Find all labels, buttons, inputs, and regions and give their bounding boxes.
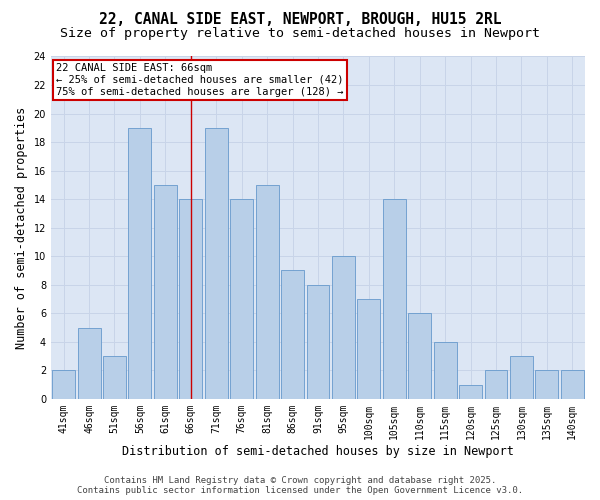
Bar (103, 356, 126, 399)
Bar (154, 185, 177, 399)
Text: Contains HM Land Registry data © Crown copyright and database right 2025.
Contai: Contains HM Land Registry data © Crown c… (77, 476, 523, 495)
Bar (205, 128, 227, 399)
Bar (128, 128, 151, 399)
Bar (179, 199, 202, 399)
Bar (383, 199, 406, 399)
Bar (358, 299, 380, 399)
Bar (535, 370, 558, 399)
Bar (307, 284, 329, 399)
Bar (230, 199, 253, 399)
Bar (510, 356, 533, 399)
Bar (256, 185, 278, 399)
Bar (485, 370, 508, 399)
Bar (77, 328, 101, 399)
Bar (281, 270, 304, 399)
Bar (434, 342, 457, 399)
Bar (52, 370, 75, 399)
Text: 22, CANAL SIDE EAST, NEWPORT, BROUGH, HU15 2RL: 22, CANAL SIDE EAST, NEWPORT, BROUGH, HU… (99, 12, 501, 28)
Bar (459, 384, 482, 399)
Text: Size of property relative to semi-detached houses in Newport: Size of property relative to semi-detach… (60, 28, 540, 40)
Bar (408, 313, 431, 399)
Bar (332, 256, 355, 399)
Bar (561, 370, 584, 399)
Text: 22 CANAL SIDE EAST: 66sqm
← 25% of semi-detached houses are smaller (42)
75% of : 22 CANAL SIDE EAST: 66sqm ← 25% of semi-… (56, 64, 344, 96)
X-axis label: Distribution of semi-detached houses by size in Newport: Distribution of semi-detached houses by … (122, 444, 514, 458)
Y-axis label: Number of semi-detached properties: Number of semi-detached properties (15, 106, 28, 349)
